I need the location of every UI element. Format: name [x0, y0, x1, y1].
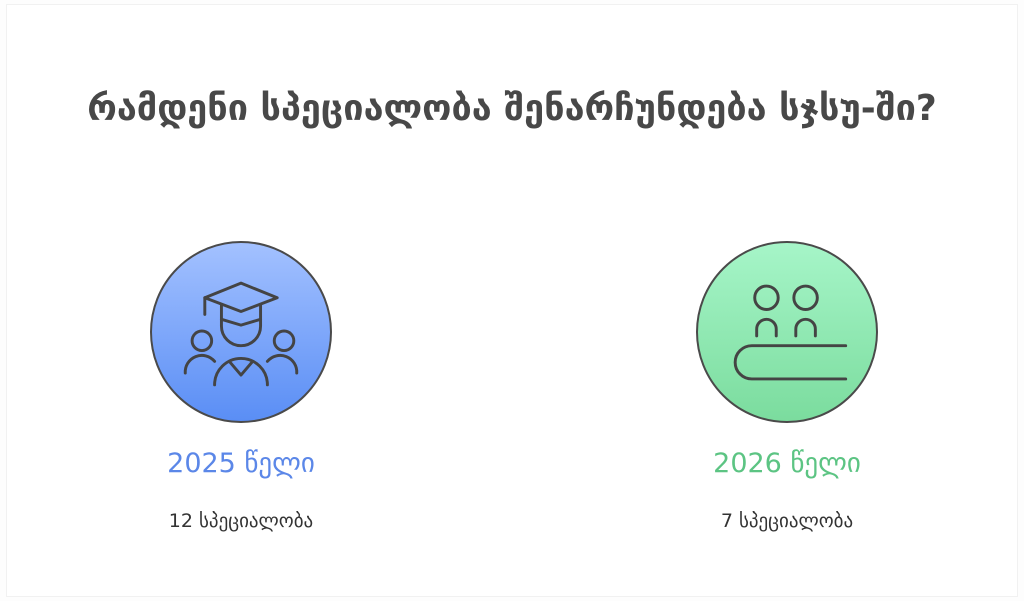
year-2025-count: 12 სპეციალობა	[168, 510, 314, 532]
year-2026-label: 2026 წელი	[713, 448, 861, 479]
people-at-table-icon	[733, 284, 848, 381]
year-2026-count: 7 სპეციალობა	[720, 510, 854, 532]
year-2025-label: 2025 წელი	[167, 448, 315, 479]
graduation-group-icon	[183, 281, 299, 387]
year-2025-circle	[150, 241, 332, 423]
page-title: რამდენი სპეციალობა შენარჩუნდება სჯსუ-ში?	[87, 88, 937, 129]
year-2026-circle	[696, 241, 878, 423]
